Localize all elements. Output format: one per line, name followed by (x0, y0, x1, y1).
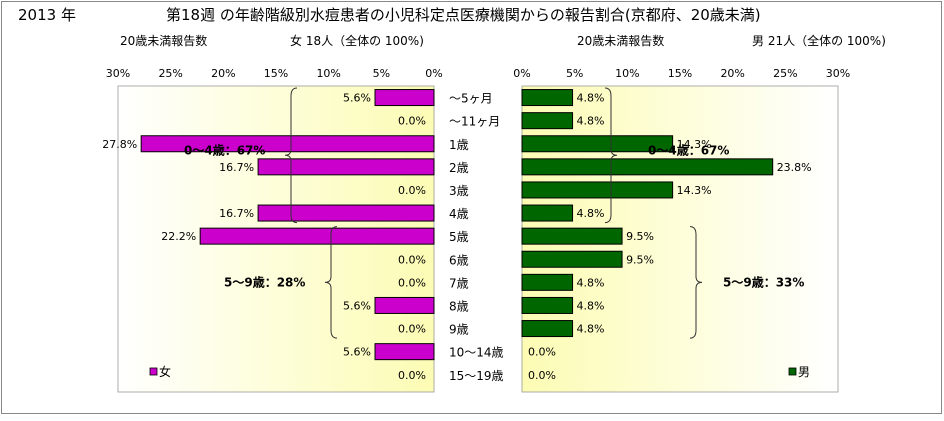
value-label: 4.8% (577, 276, 605, 289)
x-tick-label: 30% (826, 67, 850, 80)
value-label: 9.5% (626, 230, 654, 243)
bar (521, 250, 623, 268)
annotation-brace (324, 226, 338, 339)
bar (521, 112, 574, 130)
value-label: 23.8% (777, 161, 812, 174)
bar (257, 204, 435, 222)
annotation-brace (604, 87, 618, 224)
value-label: 16.7% (219, 161, 254, 174)
legend-label: 女 (159, 364, 171, 379)
category-label: ～11ヶ月 (449, 115, 500, 129)
x-tick-label: 0% (425, 67, 442, 80)
bar (521, 273, 574, 291)
panel-caption-left: 20歳未満報告数 (577, 33, 664, 48)
bar (374, 89, 435, 107)
x-tick-label: 0% (513, 67, 530, 80)
x-tick-label: 30% (106, 67, 130, 80)
value-label: 0.0% (528, 346, 556, 359)
x-tick-label: 10% (615, 67, 639, 80)
chart-title: 第18週 の年齢階級別水痘患者の小児科定点医療機関からの報告割合(京都府、20歳… (166, 6, 761, 24)
chart-border (1, 1, 942, 414)
x-tick-label: 5% (566, 67, 583, 80)
category-label: 1歳 (449, 138, 469, 152)
value-label: 4.8% (577, 299, 605, 312)
x-tick-label: 15% (668, 67, 692, 80)
value-label: 5.6% (343, 299, 371, 312)
annotation-label: 5～9歳：33% (723, 274, 804, 289)
value-label: 22.2% (161, 230, 196, 243)
bar (521, 135, 674, 153)
value-label: 16.7% (219, 207, 254, 220)
annotation-label: 0～4歳：67% (184, 142, 265, 157)
category-label: 3歳 (449, 184, 469, 198)
panel-male: 20歳未満報告数 男 21人（全体の 100%) 0% 5% 10% 15% 20% 25% 3… (513, 33, 886, 393)
category-label: 2歳 (449, 161, 469, 175)
x-tick-label: 10% (316, 67, 340, 80)
bar (521, 296, 574, 314)
value-label: 4.8% (577, 207, 605, 220)
category-label: 5歳 (449, 230, 469, 244)
value-label: 0.0% (528, 369, 556, 382)
legend-swatch (788, 367, 797, 376)
x-tick-label: 25% (773, 67, 797, 80)
year-label: 2013 年 (18, 6, 76, 24)
bar (374, 296, 435, 314)
category-label: 6歳 (449, 253, 469, 267)
bar (199, 227, 435, 245)
bar (257, 158, 435, 176)
bar (140, 135, 435, 153)
x-tick-label: 20% (211, 67, 235, 80)
category-label: ～5ヶ月 (449, 92, 493, 106)
annotation-label: 5～9歳：28% (224, 274, 305, 289)
panel-caption-right: 女 18人（全体の 100%) (290, 33, 424, 48)
value-label: 27.8% (102, 138, 137, 151)
value-label: 0.0% (398, 323, 426, 336)
value-label: 14.3% (677, 138, 712, 151)
annotation-brace (689, 226, 703, 339)
annotation-label: 0～4歳：67% (648, 142, 729, 157)
panel-caption-left: 20歳未満報告数 (120, 33, 207, 48)
value-label: 0.0% (398, 184, 426, 197)
x-tick-label: 25% (158, 67, 182, 80)
category-label: 10～14歳 (449, 346, 504, 360)
category-label: 7歳 (449, 276, 469, 290)
bar (521, 181, 674, 199)
category-label: 4歳 (449, 207, 469, 221)
value-label: 4.8% (577, 323, 605, 336)
value-label: 0.0% (398, 276, 426, 289)
category-label: 8歳 (449, 299, 469, 313)
value-label: 0.0% (398, 369, 426, 382)
legend-label: 男 (798, 365, 810, 379)
bar (521, 320, 574, 338)
bar (521, 204, 574, 222)
bar (374, 343, 435, 361)
value-label: 0.0% (398, 115, 426, 128)
annotation-brace (284, 87, 298, 224)
value-label: 5.6% (343, 92, 371, 105)
bar (521, 158, 774, 176)
value-label: 4.8% (577, 115, 605, 128)
value-label: 14.3% (677, 184, 712, 197)
x-tick-label: 20% (720, 67, 744, 80)
panel-female: 20歳未満報告数 女 18人（全体の 100%) 0% 5% 10% 15% 20% 25% 3… (102, 33, 443, 393)
category-label: 15～19歳 (449, 369, 504, 383)
value-label: 0.0% (398, 253, 426, 266)
bar (521, 227, 623, 245)
value-label: 4.8% (577, 92, 605, 105)
category-label: 9歳 (449, 323, 469, 337)
bar (521, 89, 574, 107)
x-tick-label: 15% (264, 67, 288, 80)
legend-swatch (149, 367, 158, 376)
x-tick-label: 5% (373, 67, 390, 80)
value-label: 5.6% (343, 346, 371, 359)
panel-caption-right: 男 21人（全体の 100%) (752, 33, 886, 48)
value-label: 9.5% (626, 253, 654, 266)
